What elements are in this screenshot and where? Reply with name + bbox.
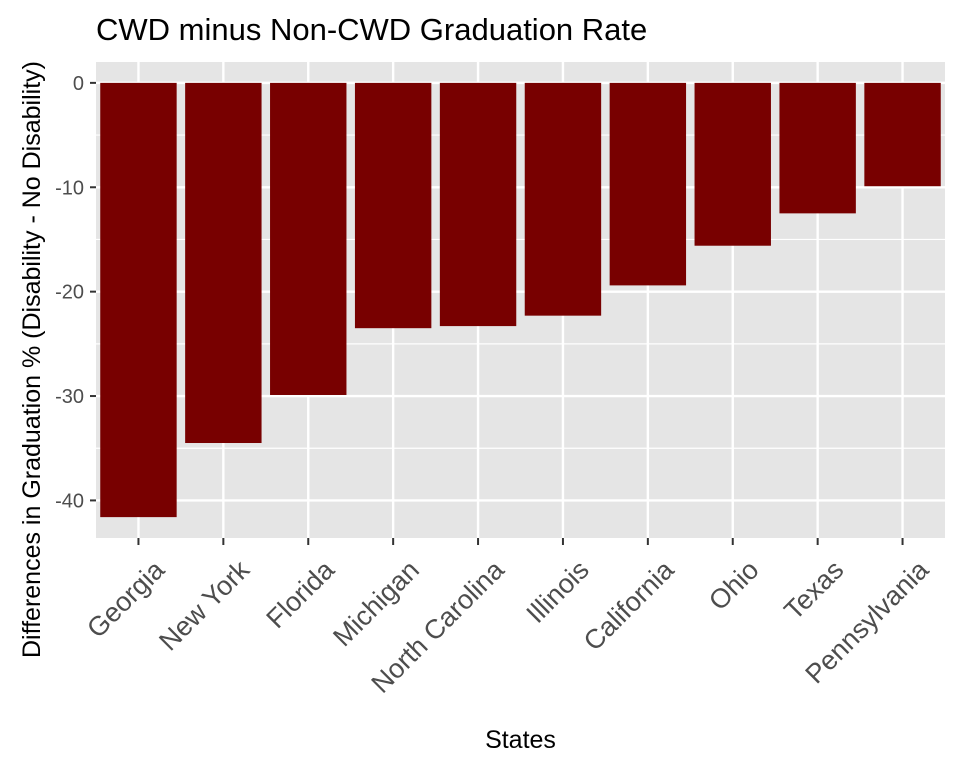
bar-new-york (185, 82, 262, 444)
bar-north-carolina (439, 82, 517, 327)
y-axis: 0 -10 -20 -30 -40 (55, 73, 96, 512)
y-axis-title: Differences in Graduation % (Disability … (18, 61, 46, 658)
bar-georgia (100, 82, 177, 518)
y-tick-label: -30 (55, 386, 84, 408)
bar-michigan (354, 82, 432, 329)
x-tick-label: California (578, 554, 681, 657)
y-tick-label: -20 (55, 282, 84, 304)
x-tick-label: Ohio (703, 555, 765, 617)
x-tick-label: New York (153, 554, 255, 656)
bars (100, 82, 941, 518)
bar-florida (270, 82, 347, 395)
bar-california (609, 82, 687, 286)
chart-title: CWD minus Non-CWD Graduation Rate (96, 12, 647, 47)
x-axis-title: States (485, 726, 556, 754)
bar-pennsylvania (864, 82, 941, 187)
y-tick-label: -10 (55, 177, 84, 199)
x-tick-label: Florida (260, 554, 340, 634)
y-tick-label: 0 (73, 73, 84, 95)
x-tick-label: Texas (778, 555, 849, 626)
y-tick-label: -40 (55, 490, 84, 512)
bar-ohio (694, 82, 771, 246)
x-tick-label: Illinois (521, 555, 595, 629)
bar-illinois (524, 82, 602, 316)
bar-texas (779, 82, 856, 214)
